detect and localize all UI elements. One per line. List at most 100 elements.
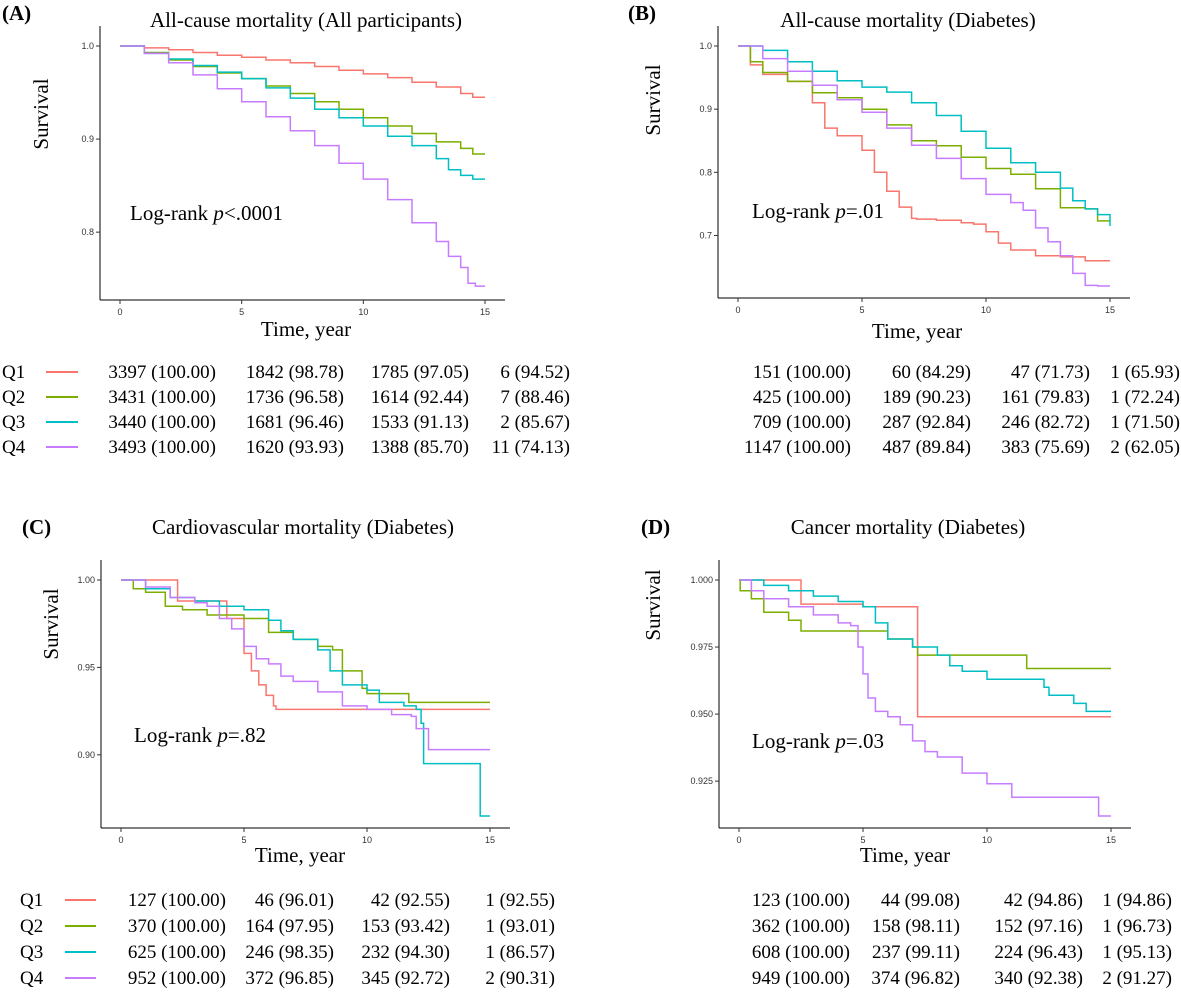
x-tick-label: 10 bbox=[981, 305, 991, 315]
survival-curve-q3 bbox=[121, 579, 490, 817]
risk-table-cell: 11 (74.13) bbox=[492, 437, 570, 458]
risk-table-cell: 1614 (92.44) bbox=[371, 387, 469, 408]
y-tick-label: 1.000 bbox=[690, 575, 713, 585]
risk-table-cell: 1620 (93.93) bbox=[246, 437, 344, 458]
risk-table-cell: 345 (92.72) bbox=[361, 968, 450, 989]
risk-table-cell: 287 (92.84) bbox=[882, 412, 971, 433]
survival-curve-q4 bbox=[121, 579, 490, 751]
x-tick-label: 10 bbox=[358, 307, 368, 317]
legend-label-q3: Q3 bbox=[2, 412, 25, 433]
risk-table-cell: 237 (99.11) bbox=[872, 942, 960, 963]
risk-table-cell: 1785 (97.05) bbox=[371, 362, 469, 383]
y-tick-label: 0.95 bbox=[77, 662, 95, 672]
risk-table-cell: 372 (96.85) bbox=[245, 968, 334, 989]
survival-curve-q3 bbox=[738, 45, 1111, 226]
x-tick-label: 15 bbox=[480, 307, 490, 317]
survival-curve-q2 bbox=[121, 579, 490, 704]
y-tick-label: 0.9 bbox=[699, 104, 712, 114]
risk-table-cell: 7 (88.46) bbox=[500, 387, 570, 408]
y-tick-label: 0.90 bbox=[77, 750, 95, 760]
survival-curve-q3 bbox=[120, 45, 485, 180]
risk-table-cell: 6 (94.52) bbox=[500, 362, 570, 383]
survival-curve-q1 bbox=[738, 45, 1110, 262]
y-tick-label: 0.950 bbox=[690, 709, 713, 719]
risk-table-cell: 383 (75.69) bbox=[1001, 437, 1090, 458]
survival-curve-q1 bbox=[121, 579, 490, 711]
risk-table-cell: 246 (98.35) bbox=[245, 942, 334, 963]
risk-table-cell: 625 (100.00) bbox=[128, 942, 226, 963]
survival-curve-q2 bbox=[739, 579, 1111, 670]
legend-label-q3: Q3 bbox=[20, 942, 43, 963]
panel-b: (B) All-cause mortality (Diabetes) 0 5 10 15 0… bbox=[628, 1, 1180, 458]
risk-table-cell: 2 (91.27) bbox=[1102, 968, 1172, 989]
survival-curve-q2 bbox=[738, 45, 1110, 222]
risk-table-cell: 340 (92.38) bbox=[994, 968, 1083, 989]
x-tick-label: 15 bbox=[485, 835, 495, 845]
logrank-annotation: Log-rank p=.82 bbox=[134, 723, 266, 747]
risk-table-cell: 709 (100.00) bbox=[753, 412, 851, 433]
risk-table-cell: 152 (97.16) bbox=[994, 916, 1083, 937]
risk-table-cell: 1 (86.57) bbox=[485, 942, 555, 963]
panel-title: All-cause mortality (All participants) bbox=[150, 8, 462, 32]
x-tick-label: 0 bbox=[736, 835, 741, 845]
logrank-annotation: Log-rank p=.03 bbox=[752, 729, 884, 753]
x-tick-label: 5 bbox=[239, 307, 244, 317]
risk-table-cell: 1 (95.13) bbox=[1102, 942, 1172, 963]
x-axis-label: Time, year bbox=[860, 843, 950, 867]
x-axis-label: Time, year bbox=[872, 319, 962, 343]
risk-table-cell: 1 (92.55) bbox=[485, 890, 555, 911]
y-axis-label: Survival bbox=[641, 64, 665, 135]
survival-curve-q4 bbox=[738, 45, 1110, 287]
risk-table-cell: 189 (90.23) bbox=[882, 387, 971, 408]
risk-table-cell: 1147 (100.00) bbox=[744, 437, 851, 458]
y-tick-label: 0.8 bbox=[81, 227, 94, 237]
risk-table-cell: 3397 (100.00) bbox=[108, 362, 216, 383]
risk-table-cell: 374 (96.82) bbox=[871, 968, 960, 989]
risk-table-cell: 952 (100.00) bbox=[128, 968, 226, 989]
risk-table-cell: 1842 (98.78) bbox=[246, 362, 344, 383]
survival-curve-q1 bbox=[120, 45, 485, 98]
risk-table-cell: 1 (71.50) bbox=[1110, 412, 1180, 433]
risk-table-cell: 1 (94.86) bbox=[1102, 890, 1172, 911]
y-axis-label: Survival bbox=[29, 78, 53, 149]
risk-table-cell: 1533 (91.13) bbox=[371, 412, 469, 433]
risk-table-cell: 1 (65.93) bbox=[1110, 362, 1180, 383]
risk-table-cell: 47 (71.73) bbox=[1011, 362, 1090, 383]
panel-label: (B) bbox=[628, 1, 656, 25]
risk-table-cell: 425 (100.00) bbox=[753, 387, 851, 408]
y-tick-label: 1.0 bbox=[81, 41, 94, 51]
panel-title: Cardiovascular mortality (Diabetes) bbox=[152, 515, 454, 539]
risk-table-cell: 1681 (96.46) bbox=[246, 412, 344, 433]
survival-curve-q1 bbox=[739, 579, 1111, 718]
x-tick-label: 0 bbox=[735, 305, 740, 315]
risk-table-cell: 46 (96.01) bbox=[255, 890, 334, 911]
x-tick-label: 15 bbox=[1105, 305, 1115, 315]
x-tick-label: 15 bbox=[1106, 835, 1116, 845]
legend-label-q1: Q1 bbox=[20, 890, 43, 911]
x-axis-label: Time, year bbox=[255, 843, 345, 867]
risk-table-cell: 153 (93.42) bbox=[361, 916, 450, 937]
legend-label-q1: Q1 bbox=[2, 362, 25, 383]
x-tick-label: 0 bbox=[118, 835, 123, 845]
panel-c: (C) Cardiovascular mortality (Diabetes) 0 5… bbox=[20, 515, 555, 989]
risk-table-cell: 127 (100.00) bbox=[128, 890, 226, 911]
y-tick-label: 0.8 bbox=[699, 167, 712, 177]
panel-label: (C) bbox=[22, 515, 51, 539]
risk-table-cell: 123 (100.00) bbox=[752, 890, 850, 911]
x-tick-label: 10 bbox=[362, 835, 372, 845]
risk-table-cell: 42 (92.55) bbox=[371, 890, 450, 911]
legend-label-q4: Q4 bbox=[20, 968, 44, 989]
x-tick-label: 10 bbox=[982, 835, 992, 845]
risk-table-cell: 487 (89.84) bbox=[882, 437, 971, 458]
legend-label-q2: Q2 bbox=[2, 387, 25, 408]
y-tick-label: 1.0 bbox=[699, 41, 712, 51]
y-tick-label: 0.925 bbox=[690, 776, 713, 786]
risk-table-cell: 246 (82.72) bbox=[1001, 412, 1090, 433]
risk-table-cell: 1388 (85.70) bbox=[371, 437, 469, 458]
risk-table-cell: 2 (85.67) bbox=[500, 412, 570, 433]
x-axis-label: Time, year bbox=[261, 317, 351, 341]
legend-label-q4: Q4 bbox=[2, 437, 26, 458]
panel-label: (D) bbox=[641, 515, 670, 539]
risk-table-cell: 42 (94.86) bbox=[1004, 890, 1083, 911]
x-tick-label: 5 bbox=[859, 305, 864, 315]
